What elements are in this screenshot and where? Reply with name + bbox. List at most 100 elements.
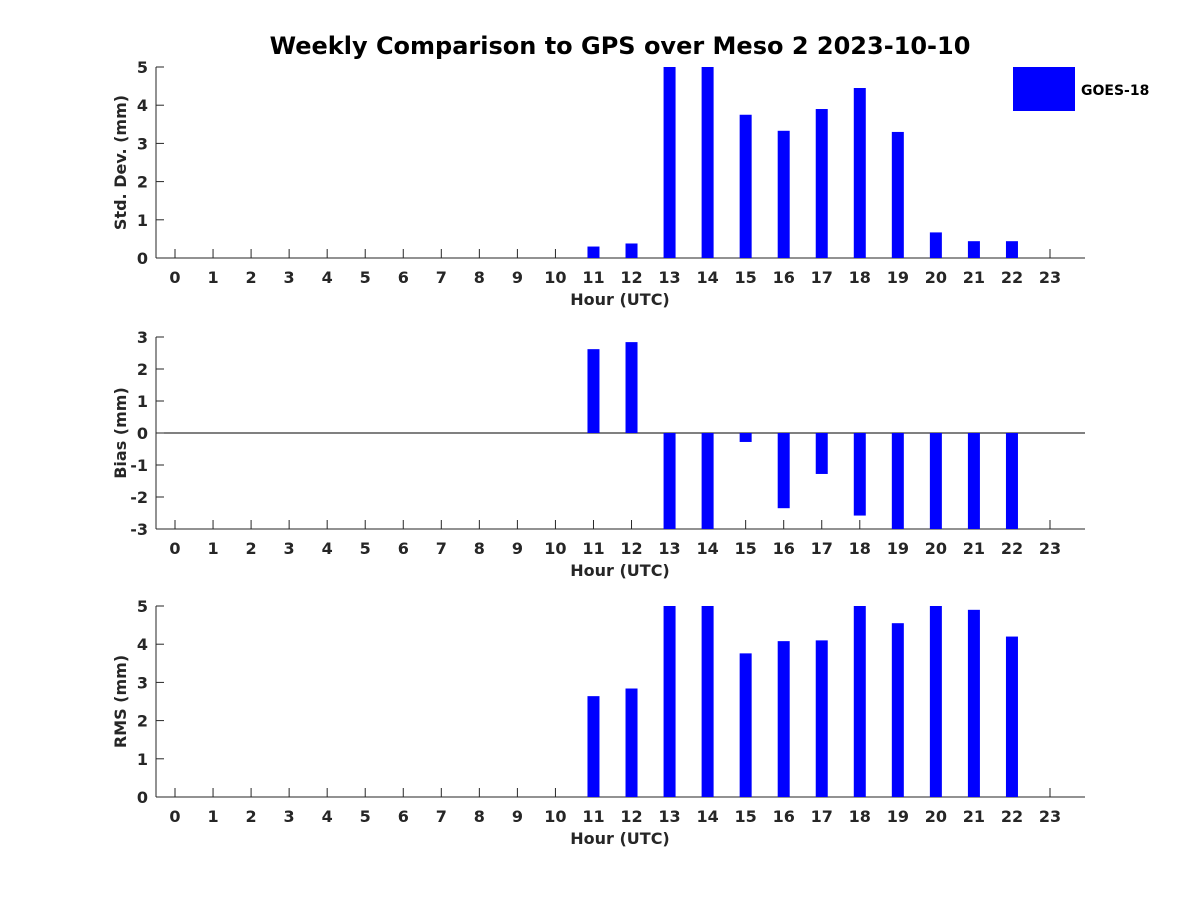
y-tick-label: 0 xyxy=(137,424,148,443)
x-tick-label: 18 xyxy=(849,268,871,287)
x-tick-label: 3 xyxy=(284,807,295,826)
x-tick-label: 21 xyxy=(963,807,985,826)
x-tick-label: 8 xyxy=(474,268,485,287)
legend: GOES-18 xyxy=(1013,67,1149,111)
x-tick-label: 8 xyxy=(474,539,485,558)
x-tick-label: 22 xyxy=(1001,807,1023,826)
x-tick-label: 3 xyxy=(284,268,295,287)
x-tick-label: 11 xyxy=(582,807,604,826)
x-tick-label: 10 xyxy=(544,268,566,287)
x-tick-label: 23 xyxy=(1039,807,1061,826)
y-axis-label: RMS (mm) xyxy=(111,655,130,748)
x-tick-label: 1 xyxy=(207,268,218,287)
legend-swatch xyxy=(1013,67,1075,111)
x-tick-label: 19 xyxy=(887,539,909,558)
bar-hour-11 xyxy=(587,349,600,433)
y-tick-label: 1 xyxy=(137,750,148,769)
bar-hour-22 xyxy=(1005,241,1018,258)
x-tick-label: 13 xyxy=(658,807,680,826)
x-tick-label: 7 xyxy=(436,807,447,826)
x-axis-label: Hour (UTC) xyxy=(570,290,670,309)
bar-hour-12 xyxy=(625,688,638,797)
x-tick-label: 20 xyxy=(925,539,947,558)
legend-label: GOES-18 xyxy=(1081,83,1149,99)
x-tick-label: 12 xyxy=(620,807,642,826)
x-tick-label: 18 xyxy=(849,539,871,558)
bar-hour-15 xyxy=(739,653,752,797)
x-tick-label: 18 xyxy=(849,807,871,826)
bar-hour-16 xyxy=(777,433,790,509)
x-tick-label: 5 xyxy=(360,268,371,287)
x-tick-label: 17 xyxy=(811,268,833,287)
x-tick-label: 17 xyxy=(811,807,833,826)
bar-hour-19 xyxy=(891,131,904,258)
bar-hour-21 xyxy=(967,433,980,529)
x-tick-label: 15 xyxy=(735,807,757,826)
x-tick-label: 14 xyxy=(696,807,718,826)
y-axis-label: Std. Dev. (mm) xyxy=(111,95,130,230)
bar-hour-18 xyxy=(853,606,866,797)
bar-hour-18 xyxy=(853,433,866,516)
bar-hour-11 xyxy=(587,246,600,258)
y-tick-label: 0 xyxy=(137,249,148,268)
y-tick-label: 4 xyxy=(137,635,148,654)
bar-hour-20 xyxy=(929,606,942,797)
bar-hour-14 xyxy=(701,606,714,797)
y-tick-label: 2 xyxy=(137,712,148,731)
bar-hour-11 xyxy=(587,696,600,797)
x-tick-label: 3 xyxy=(284,539,295,558)
bar-hour-18 xyxy=(853,88,866,258)
y-tick-label: 5 xyxy=(137,58,148,77)
x-axis-label: Hour (UTC) xyxy=(570,561,670,580)
x-tick-label: 6 xyxy=(398,268,409,287)
y-tick-label: 2 xyxy=(137,360,148,379)
chart-title: Weekly Comparison to GPS over Meso 2 202… xyxy=(270,32,971,60)
y-tick-label: -3 xyxy=(130,520,148,539)
bar-hour-15 xyxy=(739,114,752,258)
x-tick-label: 8 xyxy=(474,807,485,826)
y-tick-label: 2 xyxy=(137,173,148,192)
x-tick-label: 17 xyxy=(811,539,833,558)
x-tick-label: 2 xyxy=(246,268,257,287)
x-tick-label: 20 xyxy=(925,807,947,826)
y-tick-label: 3 xyxy=(137,134,148,153)
x-tick-label: 6 xyxy=(398,807,409,826)
bar-hour-20 xyxy=(929,433,942,529)
x-tick-label: 6 xyxy=(398,539,409,558)
x-tick-label: 16 xyxy=(773,807,795,826)
y-tick-label: 5 xyxy=(137,597,148,616)
x-tick-label: 0 xyxy=(169,807,180,826)
bar-hour-17 xyxy=(815,433,828,474)
bar-hour-19 xyxy=(891,623,904,797)
x-tick-label: 21 xyxy=(963,539,985,558)
x-tick-label: 11 xyxy=(582,268,604,287)
x-axis-label: Hour (UTC) xyxy=(570,829,670,848)
x-tick-label: 13 xyxy=(658,268,680,287)
x-tick-label: 19 xyxy=(887,268,909,287)
bar-hour-13 xyxy=(663,67,676,258)
x-tick-label: 11 xyxy=(582,539,604,558)
x-tick-label: 13 xyxy=(658,539,680,558)
x-tick-label: 7 xyxy=(436,539,447,558)
x-tick-label: 9 xyxy=(512,268,523,287)
x-tick-label: 4 xyxy=(322,539,333,558)
y-tick-label: 4 xyxy=(137,96,148,115)
bar-hour-12 xyxy=(625,243,638,258)
x-tick-label: 0 xyxy=(169,539,180,558)
x-tick-label: 9 xyxy=(512,539,523,558)
x-tick-label: 23 xyxy=(1039,539,1061,558)
y-tick-label: 3 xyxy=(137,328,148,347)
bar-hour-13 xyxy=(663,606,676,797)
x-tick-label: 16 xyxy=(773,268,795,287)
x-tick-label: 5 xyxy=(360,539,371,558)
bar-hour-20 xyxy=(929,232,942,258)
x-tick-label: 16 xyxy=(773,539,795,558)
x-tick-label: 14 xyxy=(696,268,718,287)
x-tick-label: 14 xyxy=(696,539,718,558)
bar-hour-21 xyxy=(967,241,980,258)
x-tick-label: 1 xyxy=(207,807,218,826)
bar-hour-14 xyxy=(701,67,714,258)
